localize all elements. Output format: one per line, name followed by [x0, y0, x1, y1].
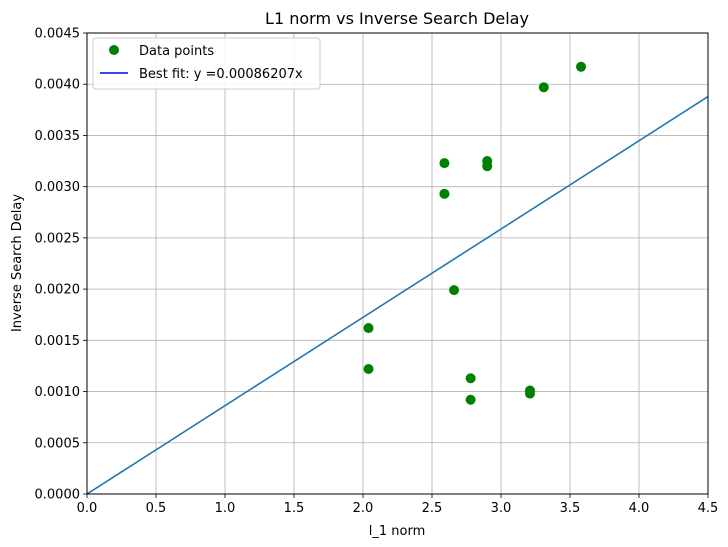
- x-tick-label: 1.0: [215, 501, 236, 516]
- grid: [86, 32, 709, 495]
- x-tick-label: 1.5: [284, 501, 305, 516]
- x-tick-label: 2.0: [353, 501, 374, 516]
- y-tick-label: 0.0025: [35, 231, 81, 246]
- legend-label-data-points: Data points: [139, 44, 214, 59]
- x-axis-label: l_1 norm: [369, 524, 426, 539]
- legend-label-best-fit: Best fit: y =0.00086207x: [139, 67, 303, 82]
- legend-marker-data-points: [109, 45, 119, 55]
- legend: Data points Best fit: y =0.00086207x: [92, 37, 321, 90]
- plot-frame: [86, 32, 709, 495]
- y-tick-label: 0.0000: [35, 488, 81, 503]
- data-points-group: [363, 61, 587, 405]
- y-tick-label: 0.0010: [35, 385, 81, 400]
- data-point: [524, 388, 535, 399]
- y-tick-label: 0.0030: [35, 180, 81, 195]
- legend-box: [92, 37, 321, 90]
- y-axis-label: Inverse Search Delay: [10, 194, 25, 332]
- x-tick-label: 0.5: [146, 501, 167, 516]
- data-point: [482, 161, 493, 172]
- x-tick-label: 2.5: [422, 501, 443, 516]
- data-point: [363, 364, 374, 375]
- data-point: [449, 285, 460, 296]
- chart-title: L1 norm vs Inverse Search Delay: [265, 9, 529, 28]
- y-tick-label: 0.0020: [35, 283, 81, 298]
- data-point: [439, 188, 450, 199]
- y-tick-label: 0.0045: [35, 27, 81, 42]
- data-point: [363, 323, 374, 334]
- x-tick-label: 3.5: [560, 501, 581, 516]
- data-point: [439, 158, 450, 169]
- y-tick-label: 0.0015: [35, 334, 81, 349]
- y-axis-ticks: 0.0000 0.0005 0.0010 0.0015 0.0020 0.0025 0.00…: [35, 27, 87, 503]
- y-tick-label: 0.0035: [35, 129, 81, 144]
- fit-line-group: [86, 95, 709, 495]
- data-point: [538, 82, 549, 93]
- y-tick-label: 0.0040: [35, 78, 81, 93]
- y-tick-label: 0.0005: [35, 436, 81, 451]
- x-tick-label: 3.0: [491, 501, 512, 516]
- x-tick-label: 0.0: [77, 501, 98, 516]
- data-point: [465, 394, 476, 405]
- x-tick-label: 4.0: [629, 501, 650, 516]
- data-point: [576, 61, 587, 72]
- x-tick-label: 4.5: [698, 501, 719, 516]
- best-fit-line: [86, 95, 709, 495]
- x-axis-ticks: 0.0 0.5 1.0 1.5 2.0 2.5 3.0 3.5 4.0 4.5: [77, 494, 719, 516]
- data-point: [465, 373, 476, 384]
